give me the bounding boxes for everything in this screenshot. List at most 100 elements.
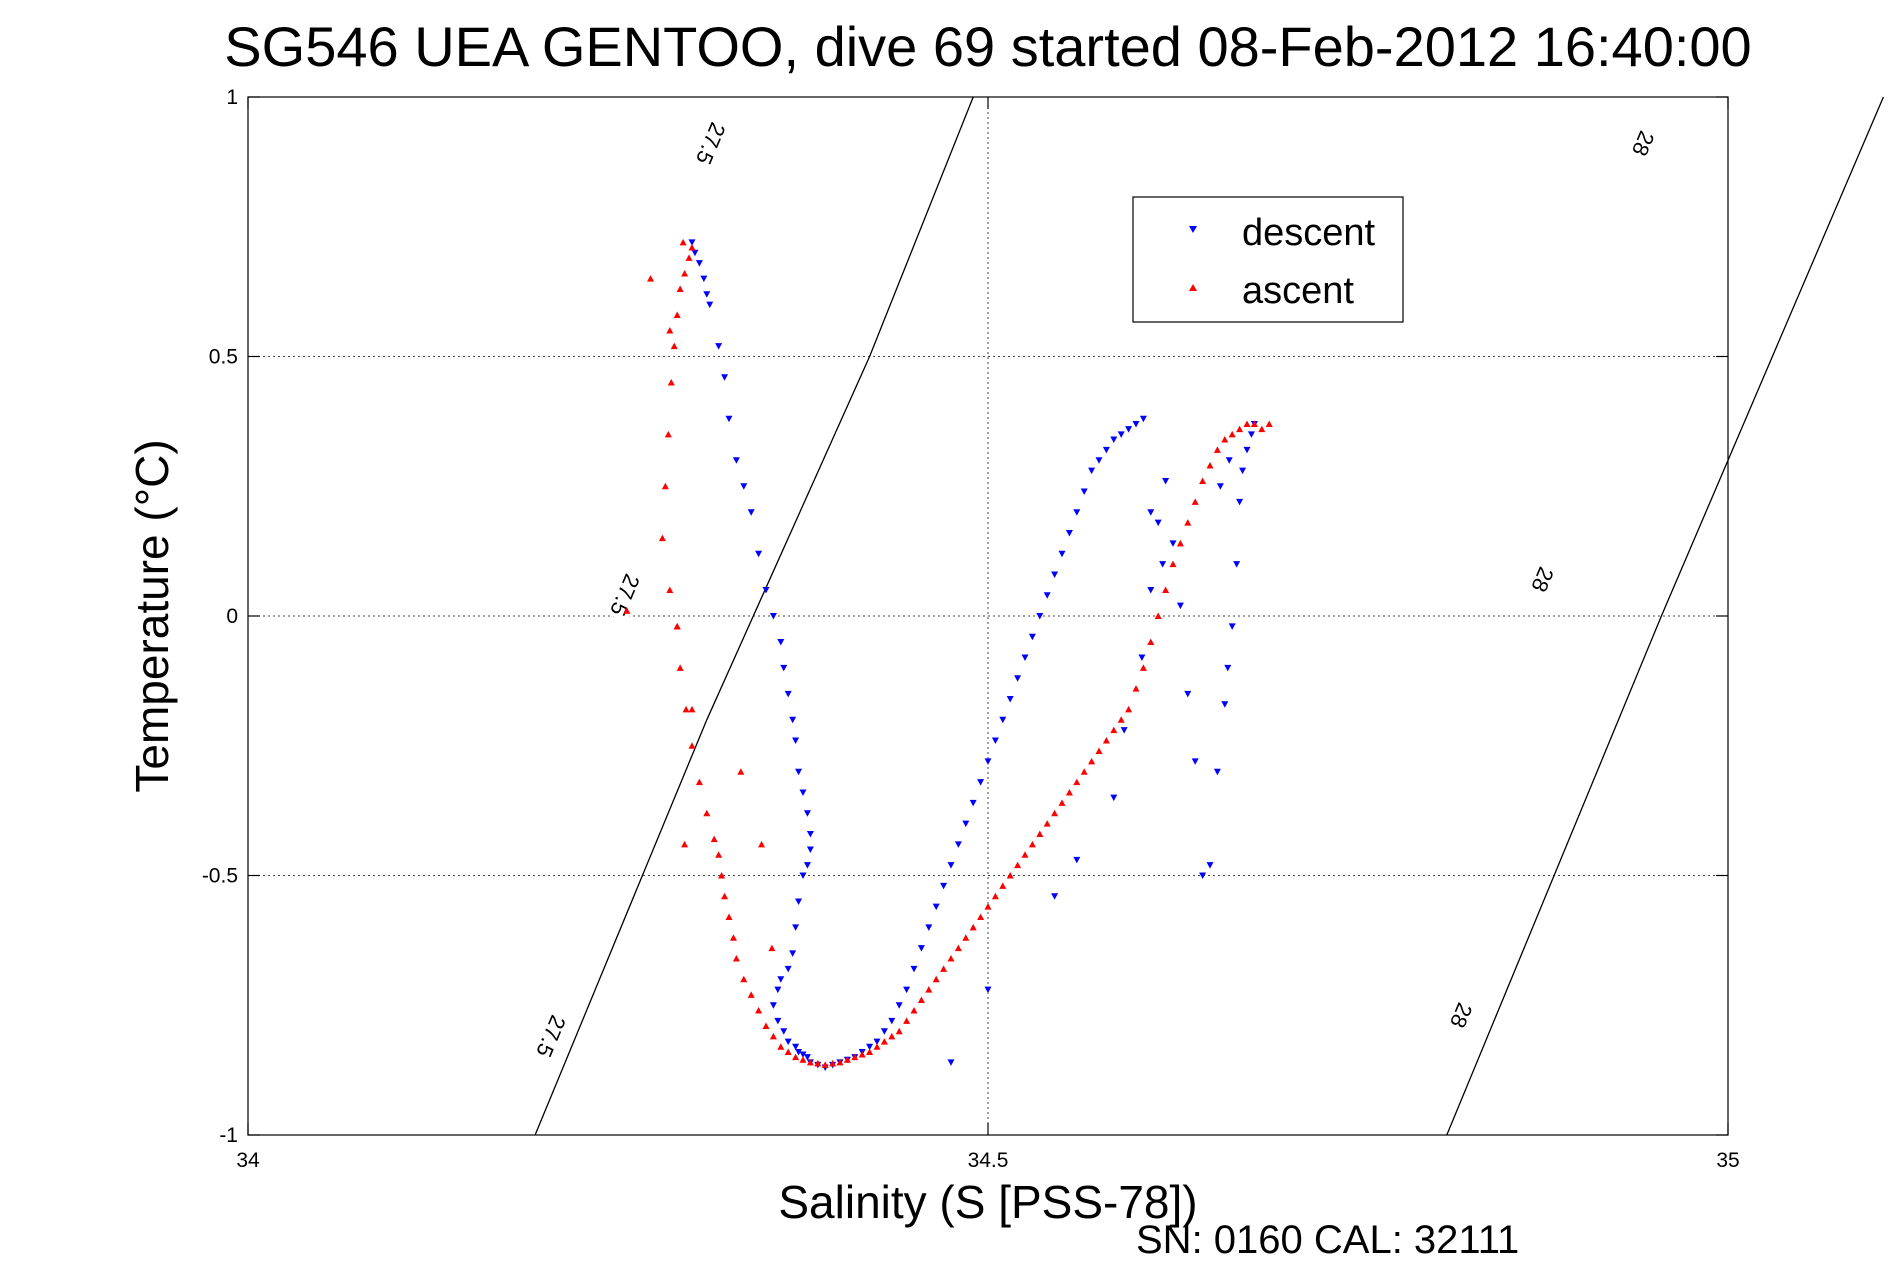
ascent-point [747, 991, 755, 998]
descent-point [1191, 758, 1199, 765]
ascent-point [1132, 685, 1140, 692]
descent-point [910, 965, 918, 973]
ascent-point [667, 378, 675, 386]
descent-point [1147, 587, 1155, 594]
descent-point [888, 1017, 896, 1025]
ascent-point [1213, 446, 1221, 453]
descent-point [1102, 446, 1110, 454]
ascent-point [1006, 872, 1014, 879]
ascent-point [685, 254, 693, 261]
descent-point [969, 799, 977, 807]
descent-point [691, 249, 699, 257]
descent-point [1199, 872, 1207, 879]
ascent-point [769, 1032, 777, 1040]
ascent-point [1058, 799, 1066, 806]
descent-point [962, 820, 970, 828]
ascent-point [1036, 830, 1044, 837]
descent-point [1139, 415, 1147, 423]
ascent-point [984, 903, 992, 910]
ascent-point [932, 975, 940, 983]
ascent-point [954, 944, 962, 952]
ascent-point [1228, 430, 1236, 438]
descent-point [866, 1043, 874, 1051]
ascent-point [873, 1043, 881, 1050]
ascent-point [925, 986, 933, 993]
ascent-point [917, 996, 925, 1004]
descent-point [1184, 690, 1192, 698]
descent-point [1147, 509, 1155, 516]
ascent-point [1162, 586, 1170, 594]
descent-point [784, 1038, 792, 1046]
ascent-point [1125, 705, 1133, 713]
descent-point [740, 483, 748, 490]
ascent-point [858, 1051, 866, 1058]
ascent-point [1250, 420, 1258, 427]
ascent-point [866, 1048, 874, 1055]
y-tick-label: -0.5 [202, 865, 238, 888]
descent-point [1236, 498, 1244, 506]
descent-point [795, 898, 803, 905]
contour-label-background [1522, 552, 1564, 607]
ascent-point [1028, 840, 1036, 848]
descent-point [780, 664, 788, 672]
descent-point [1224, 664, 1232, 672]
descent-point [769, 1002, 777, 1009]
descent-point [1006, 696, 1014, 703]
descent-point [732, 457, 740, 464]
descent-point [803, 810, 811, 817]
descent-point [1154, 519, 1162, 527]
descent-point [1110, 794, 1118, 802]
ascent-point [1154, 612, 1162, 619]
descent-point [795, 768, 803, 776]
ascent-point [940, 965, 948, 972]
ascent-point [755, 1006, 763, 1014]
ascent-point [718, 872, 726, 879]
descent-point [769, 613, 777, 620]
ascent-point [673, 311, 681, 318]
descent-point [1088, 467, 1096, 475]
descent-point [715, 343, 723, 350]
descent-point [789, 950, 797, 957]
descent-point [1073, 509, 1081, 516]
descent-point [1125, 426, 1133, 433]
descent-point [947, 1059, 955, 1066]
legend-marker-descent [1189, 226, 1197, 233]
descent-point [792, 924, 800, 931]
ascent-point [1065, 788, 1073, 796]
descent-point [774, 986, 782, 994]
ascent-point [737, 768, 745, 775]
ascent-point [1102, 737, 1110, 744]
ascent-point [910, 1006, 918, 1014]
descent-point [1169, 540, 1177, 547]
ascent-point [758, 840, 766, 848]
x-tick-label: 35 [1716, 1149, 1739, 1172]
ascent-point [977, 913, 985, 921]
contour-line-27.5 [534, 96, 974, 1136]
contour-label-background [604, 568, 646, 622]
ascent-point [1014, 861, 1022, 869]
ascent-point [1258, 425, 1266, 433]
descent-point [762, 587, 770, 594]
ascent-point [703, 809, 711, 817]
descent-point [1095, 457, 1103, 464]
ascent-point [1243, 420, 1251, 427]
ascent-point [836, 1058, 844, 1066]
ascent-point [1265, 420, 1273, 427]
grid-lines [248, 97, 1728, 1135]
ascent-point [851, 1053, 859, 1061]
descent-point [1228, 623, 1236, 630]
descent-point [792, 1043, 800, 1051]
ascent-point [1117, 716, 1125, 723]
descent-point [880, 1028, 888, 1035]
contour-line-28 [1446, 96, 1884, 1136]
ascent-point [682, 705, 690, 713]
ascent-point [814, 1059, 822, 1067]
y-tick-label: -1 [219, 1124, 238, 1147]
descent-point [1247, 431, 1255, 438]
descent-point [1058, 550, 1066, 558]
ascent-point [710, 835, 718, 843]
descent-point [784, 965, 792, 973]
y-tick-label: 0.5 [209, 346, 238, 369]
contour-label-background [1623, 116, 1664, 171]
ascent-point [658, 534, 666, 542]
